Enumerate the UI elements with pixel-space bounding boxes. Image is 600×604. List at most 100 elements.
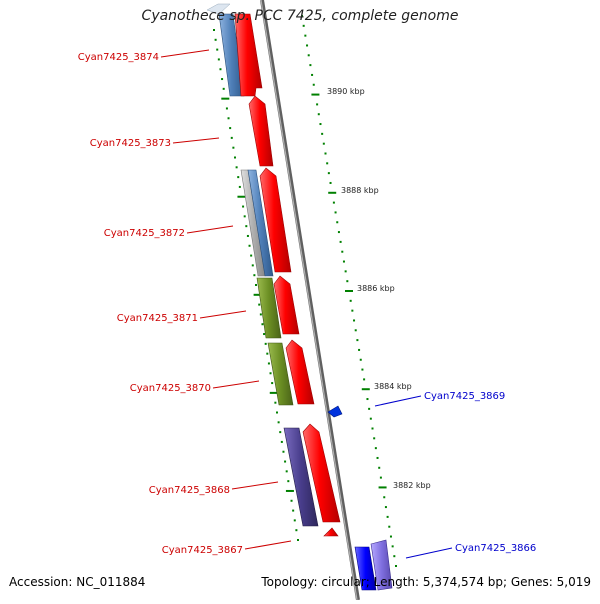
minor-tick [376,456,379,459]
map-title: Cyanothece sp. PCC 7425, complete genome [141,8,459,24]
inner-minor-tick [248,244,251,247]
inner-minor-tick [251,264,254,267]
inner-minor-tick [295,529,298,532]
accession-text: Accession: NC_011884 [9,575,146,589]
minor-tick [393,555,396,558]
minor-tick [304,34,307,37]
inner-minor-tick [266,352,269,355]
inner-minor-tick [292,509,295,512]
inner-minor-tick [232,146,235,149]
gene-feature-3873[interactable] [248,95,274,167]
minor-tick [369,417,372,420]
minor-tick [337,231,340,234]
scale-label: 3886 kbp [357,284,395,293]
minor-tick [351,309,354,312]
inner-major-tick [237,195,246,198]
gene-label-3871[interactable]: Cyan7425_3871 [117,313,198,324]
inner-minor-tick [213,29,215,31]
genome-backbone [260,0,360,601]
inner-minor-tick [225,107,228,110]
gene-labels-reverse: Cyan7425_3869 Cyan7425_3866 [374,391,536,559]
inner-minor-tick [277,421,280,424]
gene-feature-3872[interactable] [259,167,292,273]
inner-minor-tick [282,450,285,453]
minor-tick [326,162,329,165]
gene-label-3869[interactable]: Cyan7425_3869 [424,391,505,402]
inner-minor-tick [274,401,277,404]
minor-tick [391,545,394,548]
gene-label-3874[interactable]: Cyan7425_3874 [78,52,159,63]
minor-tick [361,368,364,371]
minor-tick [311,73,314,76]
gene-label-3872[interactable]: Cyan7425_3872 [104,228,185,239]
minor-tick [383,496,386,499]
scale-label: 3888 kbp [341,186,379,195]
minor-tick [342,260,345,263]
minor-tick [309,64,312,67]
gene-feature-3874-top [206,3,231,15]
inner-minor-tick [280,440,283,443]
inner-minor-tick [259,313,262,316]
inner-minor-tick [267,362,270,365]
gene-label-3870[interactable]: Cyan7425_3870 [130,383,211,394]
inner-major-tick [221,97,230,100]
inner-minor-tick [285,470,288,473]
inner-minor-tick [216,48,219,51]
inner-minor-tick [253,274,256,277]
minor-tick [388,525,391,528]
inner-minor-tick [284,460,287,463]
gene-feature-3869[interactable] [327,405,343,418]
gene-feature-3872-blue[interactable] [247,169,274,277]
inner-minor-tick [227,117,230,120]
minor-tick [354,329,357,332]
gene-feature-3870-olive[interactable] [267,342,294,406]
gene-label-3867[interactable]: Cyan7425_3867 [162,545,243,556]
gene-feature-3866-lavender[interactable] [370,539,393,591]
minor-tick [317,113,320,116]
inner-minor-tick [246,234,249,237]
minor-tick [386,515,389,518]
scale-label: 3882 kbp [393,481,431,490]
inner-minor-tick [235,166,238,169]
minor-tick [363,378,366,381]
inner-minor-tick [255,284,257,286]
inner-minor-tick [234,156,236,159]
minor-tick [307,54,310,57]
minor-tick [312,83,315,86]
minor-tick [302,24,305,27]
gene-feature-3874-forward[interactable] [234,13,263,97]
minor-tick [332,201,335,204]
gene-feature-3871-olive[interactable] [256,277,282,339]
inner-minor-tick [261,323,264,326]
minor-tick [368,407,371,410]
gene-feature-3870[interactable] [285,339,315,405]
minor-tick [378,466,381,469]
gene-label-3868[interactable]: Cyan7425_3868 [149,485,230,496]
gene-label-3866[interactable]: Cyan7425_3866 [455,543,536,554]
minor-tick [327,172,330,175]
scale-label: 3884 kbp [374,382,412,391]
minor-tick [374,447,377,450]
inner-ticks [213,29,299,541]
scale-label: 3890 kbp [327,87,365,96]
gene-feature-3868-purple[interactable] [283,427,319,527]
minor-tick [321,132,324,135]
inner-minor-tick [263,333,266,336]
inner-minor-tick [221,78,224,81]
minor-tick [356,339,359,342]
minor-tick [341,250,344,253]
inner-minor-tick [217,58,220,61]
minor-tick [322,142,325,145]
gene-feature-3868[interactable] [302,423,341,523]
gene-label-3873[interactable]: Cyan7425_3873 [90,138,171,149]
gene-feature-3867[interactable] [323,527,339,537]
minor-tick [395,565,397,567]
minor-tick [384,506,387,509]
gene-feature-3866-blue[interactable] [354,546,377,591]
minor-tick [379,476,382,479]
gene-feature-3871[interactable] [273,275,300,335]
inner-minor-tick [230,136,233,139]
inner-minor-tick [222,87,225,90]
